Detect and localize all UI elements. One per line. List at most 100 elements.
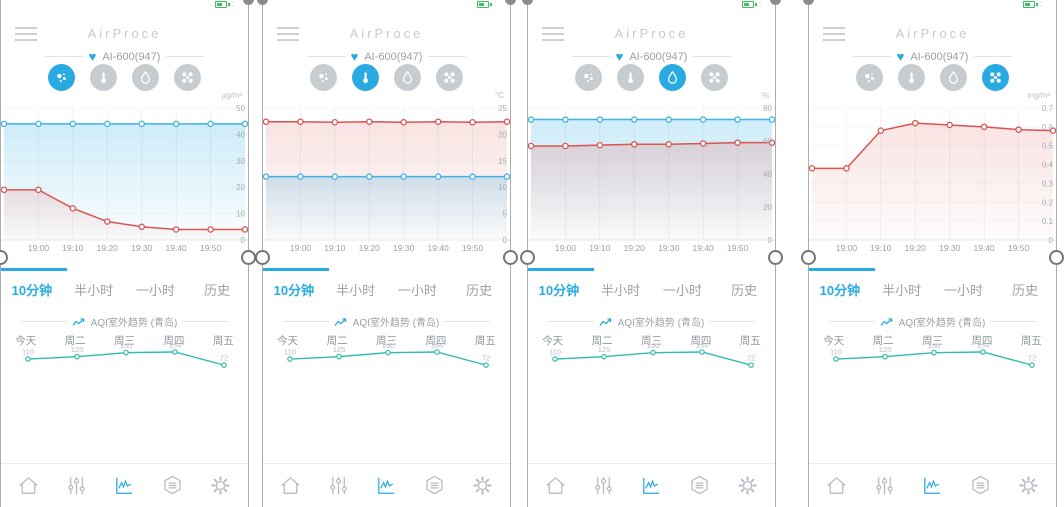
svg-text:19:20: 19:20 (97, 243, 119, 253)
device-selector[interactable]: ♥ AI-600(947) (263, 50, 510, 63)
nav-home-button[interactable] (278, 473, 303, 498)
tab-10min[interactable]: 10分钟 (809, 276, 871, 303)
temperature-sensor-button[interactable] (352, 64, 379, 91)
chart-range-handle-right[interactable] (1049, 250, 1064, 265)
nav-sliders-button[interactable] (326, 473, 351, 498)
fan-sensor-button[interactable] (701, 64, 728, 91)
nav-sliders-button[interactable] (64, 473, 89, 498)
nav-home-button[interactable] (543, 473, 568, 498)
fan-sensor-button[interactable] (436, 64, 463, 91)
nav-trend-button[interactable] (374, 473, 399, 498)
tab-half-hour[interactable]: 半小时 (325, 276, 387, 303)
nav-filter-button[interactable] (968, 473, 993, 498)
canvas-drag-handle[interactable] (505, 0, 516, 5)
filter-hexagon-icon (426, 475, 443, 495)
aqi-day-label: 今天 (277, 335, 299, 347)
chart-range-handle-left[interactable] (801, 250, 816, 265)
svg-text:154: 154 (169, 344, 182, 350)
nav-trend-button[interactable] (920, 473, 945, 498)
canvas-drag-handle[interactable] (770, 0, 781, 5)
chart-range-handle-right[interactable] (241, 250, 256, 265)
nav-filter-button[interactable] (422, 473, 447, 498)
tab-10min[interactable]: 10分钟 (1, 276, 63, 303)
tab-one-hour[interactable]: 一小时 (652, 276, 714, 303)
svg-text:10: 10 (498, 183, 507, 192)
fan-sensor-button[interactable] (174, 64, 201, 91)
device-label: AI-600(947) (910, 50, 969, 63)
chart-range-handle-left[interactable] (520, 250, 535, 265)
menu-button[interactable] (823, 27, 845, 45)
chart-unit-label: mg/m³ (1027, 91, 1050, 100)
svg-text:5: 5 (503, 210, 508, 219)
menu-button[interactable] (277, 27, 299, 45)
particles-sensor-button[interactable] (48, 64, 75, 91)
tab-half-hour[interactable]: 半小时 (590, 276, 652, 303)
divider-line (20, 321, 67, 322)
fan-sensor-button[interactable] (982, 64, 1009, 91)
tab-one-hour[interactable]: 一小时 (387, 276, 449, 303)
nav-trend-button[interactable] (639, 473, 664, 498)
chart-range-handle-right[interactable] (503, 250, 518, 265)
device-selector[interactable]: ♥ AI-600(947) (528, 50, 775, 63)
active-tab-underline (809, 268, 875, 271)
tab-10min[interactable]: 10分钟 (263, 276, 325, 303)
tab-history[interactable]: 历史 (448, 276, 510, 303)
tab-half-hour[interactable]: 半小时 (871, 276, 933, 303)
humidity-sensor-button[interactable] (394, 64, 421, 91)
thermometer-icon (363, 72, 368, 84)
chart-range-handle-left[interactable] (255, 250, 270, 265)
menu-button[interactable] (15, 27, 37, 45)
humidity-sensor-button[interactable] (659, 64, 686, 91)
humidity-sensor-button[interactable] (940, 64, 967, 91)
device-selector[interactable]: ♥ AI-600(947) (809, 50, 1056, 63)
nav-home-button[interactable] (824, 473, 849, 498)
particles-sensor-button[interactable] (310, 64, 337, 91)
nav-sliders-button[interactable] (872, 473, 897, 498)
divider-line (990, 321, 1037, 322)
water-drop-icon (140, 70, 151, 84)
tab-one-hour[interactable]: 一小时 (933, 276, 995, 303)
nav-settings-button[interactable] (470, 473, 495, 498)
particles-sensor-button[interactable] (575, 64, 602, 91)
aqi-day-label: 周二 (872, 335, 894, 347)
particles-icon (57, 73, 66, 83)
canvas-drag-handle[interactable] (243, 0, 254, 5)
chart-unit-label: µg/m³ (221, 91, 242, 100)
humidity-sensor-button[interactable] (132, 64, 159, 91)
fan-icon (990, 72, 1001, 83)
chart-range-handle-right[interactable] (768, 250, 783, 265)
temperature-sensor-button[interactable] (617, 64, 644, 91)
tab-10min[interactable]: 10分钟 (528, 276, 590, 303)
svg-text:20: 20 (498, 130, 507, 139)
nav-sliders-button[interactable] (591, 473, 616, 498)
nav-settings-button[interactable] (735, 473, 760, 498)
svg-text:15: 15 (498, 157, 507, 166)
particles-sensor-button[interactable] (856, 64, 883, 91)
device-selector[interactable]: ♥ AI-600(947) (1, 50, 248, 63)
nav-filter-button[interactable] (687, 473, 712, 498)
nav-trend-button[interactable] (112, 473, 137, 498)
menu-button[interactable] (542, 27, 564, 45)
tab-half-hour[interactable]: 半小时 (63, 276, 125, 303)
temperature-sensor-button[interactable] (898, 64, 925, 91)
svg-text:40: 40 (236, 130, 245, 139)
tab-history[interactable]: 历史 (186, 276, 248, 303)
trend-chart-icon (116, 477, 133, 494)
app-title: AirProce (349, 26, 424, 41)
nav-home-button[interactable] (16, 473, 41, 498)
temperature-sensor-button[interactable] (90, 64, 117, 91)
nav-settings-button[interactable] (1016, 473, 1041, 498)
svg-text:19:20: 19:20 (624, 243, 646, 253)
app-title: AirProce (614, 26, 689, 41)
chart-range-handle-left[interactable] (0, 250, 8, 265)
sliders-icon (876, 476, 893, 495)
svg-text:19:50: 19:50 (1008, 243, 1030, 253)
tab-one-hour[interactable]: 一小时 (125, 276, 187, 303)
nav-settings-button[interactable] (208, 473, 233, 498)
sensor-chart-svg: 25 20 15 10 5 0 19:00 19:10 19:20 19:30 19:40 19:50 (262, 104, 511, 253)
nav-filter-button[interactable] (160, 473, 185, 498)
tab-history[interactable]: 历史 (994, 276, 1056, 303)
tab-history[interactable]: 历史 (713, 276, 775, 303)
home-icon (827, 477, 846, 494)
fan-icon (182, 72, 193, 83)
